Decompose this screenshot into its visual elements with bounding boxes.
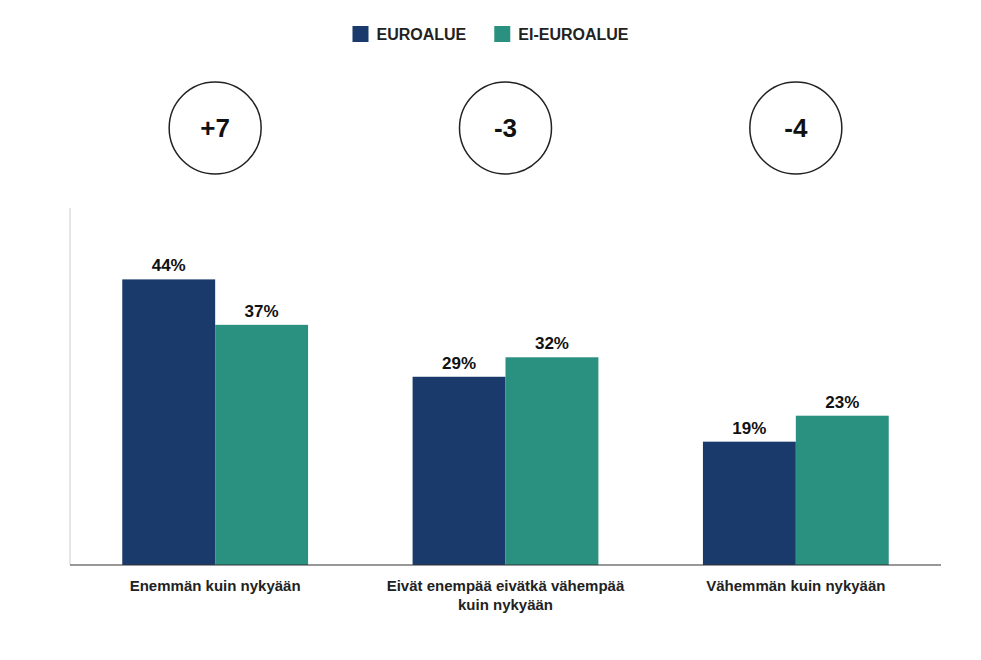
data-label: 19%: [732, 419, 766, 438]
bar: [796, 416, 889, 565]
background: [0, 0, 981, 660]
legend-item: EI-EUROALUE: [494, 26, 629, 43]
legend-label: EI-EUROALUE: [518, 26, 629, 43]
x-tick-label: Enemmän kuin nykyään: [130, 577, 301, 594]
annotation-circle: [169, 82, 261, 174]
data-label: 32%: [535, 334, 569, 353]
data-label: 37%: [245, 302, 279, 321]
legend-item: EUROALUE: [352, 26, 466, 43]
annotation-circle: [750, 82, 842, 174]
legend-swatch: [494, 26, 510, 42]
data-label: 23%: [825, 393, 859, 412]
bars: [122, 279, 888, 565]
x-axis-line: [70, 564, 941, 565]
legend-swatch: [352, 26, 368, 42]
bar: [215, 325, 308, 565]
legend-label: EUROALUE: [376, 26, 466, 43]
annotation: -3: [494, 113, 517, 143]
x-tick-label: Eivät enempää eivätkä vähempääkuin nykyä…: [387, 577, 625, 613]
legend: EUROALUE EI-EUROALUE: [352, 26, 628, 43]
annotation: -4: [784, 113, 808, 143]
x-tick-label: Vähemmän kuin nykyään: [706, 577, 885, 594]
y-axis-line: [70, 208, 71, 565]
data-label: 44%: [152, 256, 186, 275]
bar: [413, 377, 506, 565]
bar: [122, 279, 215, 565]
chart-container: 44% 29% 19% 37% 32% 23% Enemmän kuin nykyään Ei…: [0, 0, 981, 660]
chart-svg: 44% 29% 19% 37% 32% 23% Enemmän kuin nykyään Ei…: [0, 0, 981, 660]
bar: [703, 442, 796, 565]
annotation-circle: [460, 82, 552, 174]
bar: [506, 357, 599, 565]
annotation: +7: [200, 113, 230, 143]
data-label: 29%: [442, 354, 476, 373]
